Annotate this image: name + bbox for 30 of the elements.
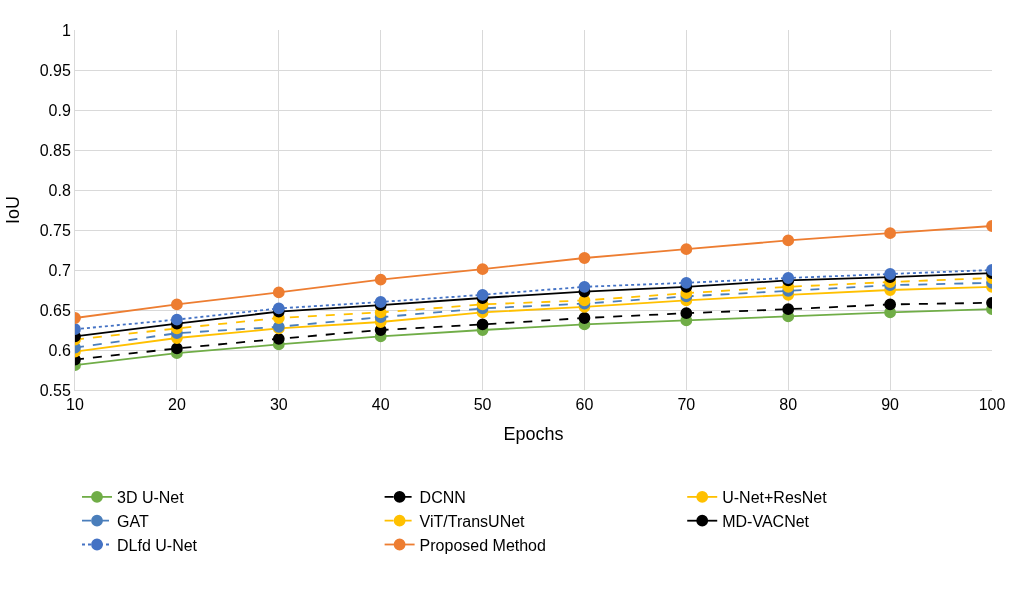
x-tick-label: 10	[66, 396, 84, 414]
x-tick-label: 90	[881, 396, 900, 414]
y-tick-label: 0.8	[48, 181, 71, 199]
x-tick-label: 70	[677, 396, 696, 414]
x-tick-label: 20	[167, 396, 186, 414]
y-tick-label: 0.75	[39, 221, 71, 239]
y-tick-label: 0.95	[39, 61, 71, 79]
x-tick-label: 100	[978, 396, 1006, 414]
x-axis-title: Epochs	[503, 424, 564, 445]
legend-label: ViT/TransUNet	[419, 512, 526, 530]
legend-label: 3D U-Net	[117, 489, 185, 507]
x-tick-label: 60	[575, 396, 594, 414]
legend-label: MD-VACNet	[722, 512, 810, 530]
y-tick-label: 0.65	[39, 301, 71, 319]
legend-label: DCNN	[419, 489, 466, 507]
legend-label: U-Net+ResNet	[722, 489, 828, 507]
legend-label: Proposed Method	[419, 536, 546, 554]
y-tick-label: 0.55	[39, 381, 71, 399]
y-tick-label: 1	[61, 21, 71, 39]
legend-label: GAT	[117, 512, 149, 530]
y-tick-label: 0.85	[39, 141, 71, 159]
x-tick-label: 30	[269, 396, 288, 414]
y-tick-label: 0.6	[48, 341, 71, 359]
y-tick-label: 0.9	[48, 101, 71, 119]
y-axis-title: IoU	[2, 195, 23, 225]
x-tick-label: 80	[779, 396, 798, 414]
x-tick-label: 40	[371, 396, 390, 414]
x-tick-label: 50	[473, 396, 492, 414]
legend-label: DLfd U-Net	[117, 536, 198, 554]
y-tick-label: 0.7	[48, 261, 71, 279]
